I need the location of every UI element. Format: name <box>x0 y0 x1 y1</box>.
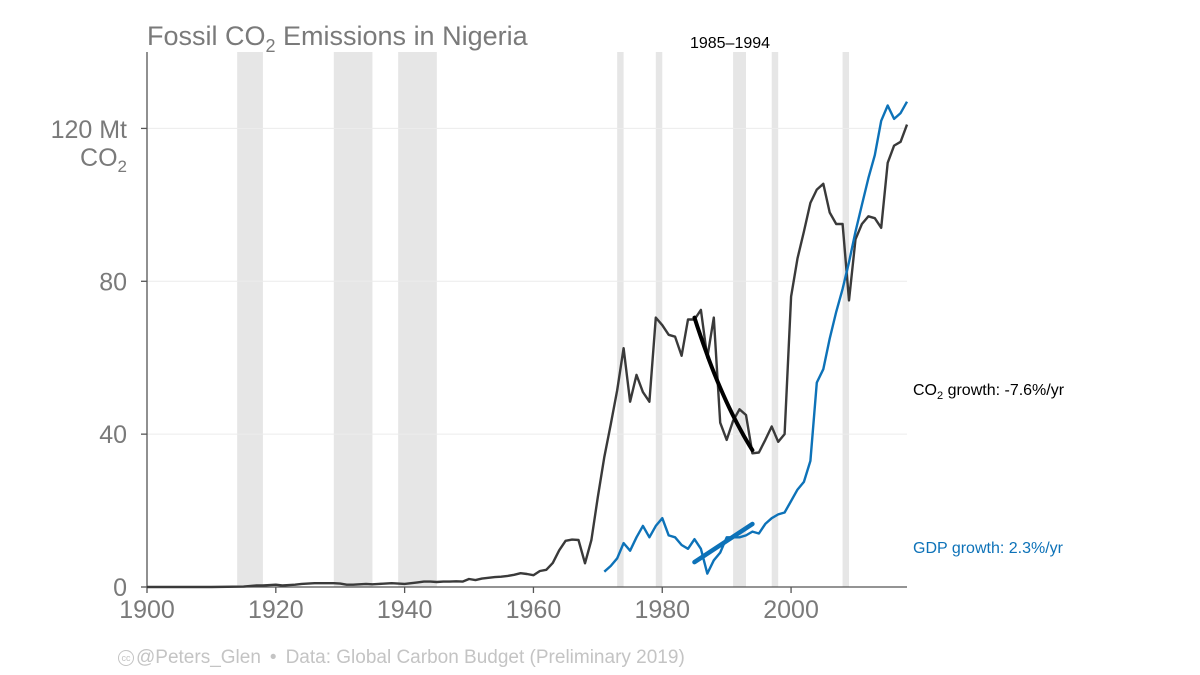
data-source: Data: Global Carbon Budget (Preliminary … <box>285 647 685 668</box>
gdp-trend-line <box>692 521 755 565</box>
recession-band <box>237 52 263 587</box>
recession-band <box>333 52 373 587</box>
co2-emissions-line <box>147 124 909 589</box>
recession-band <box>398 52 437 587</box>
footer-credit: cc @Peters_Glen • Data: Global Carbon Budge… <box>118 647 685 669</box>
recession-band <box>655 52 663 587</box>
x-ticks: 1900 1920 1940 1960 1980 2000 <box>119 587 819 624</box>
recession-band <box>842 52 850 587</box>
y-tick-label: 0 <box>113 574 127 602</box>
trend-lines <box>692 315 755 565</box>
y-tick-label-120: 120 Mt <box>51 116 127 144</box>
co2-trend-line <box>692 315 755 453</box>
x-tick-label: 1940 <box>377 596 433 624</box>
footer-separator: • <box>269 647 277 668</box>
y-axis-unit-label: CO2 <box>80 144 127 176</box>
x-tick-label: 1900 <box>119 596 175 624</box>
x-tick-label: 1980 <box>634 596 690 624</box>
recession-band <box>771 52 779 587</box>
recession-bands <box>237 52 850 587</box>
series-lines <box>147 101 909 589</box>
y-tick-label: 40 <box>99 421 127 449</box>
highlight-period-label: 1985–1994 <box>690 35 770 52</box>
x-tick-label: 1920 <box>248 596 304 624</box>
author-handle[interactable]: @Peters_Glen <box>136 647 261 668</box>
gdp-growth-label: GDP growth: 2.3%/yr <box>913 540 1064 557</box>
x-tick-label: 1960 <box>506 596 562 624</box>
recession-band <box>617 52 624 587</box>
chart-title: Fossil CO2 Emissions in Nigeria <box>147 21 529 56</box>
creative-commons-icon: cc <box>118 650 134 666</box>
gridlines <box>147 127 907 435</box>
x-tick-label: 2000 <box>763 596 819 624</box>
y-tick-label: 80 <box>99 268 127 296</box>
co2-growth-label: CO2 growth: -7.6%/yr <box>913 382 1065 402</box>
gdp-line <box>603 101 909 575</box>
recession-band <box>733 52 746 587</box>
y-ticks: 0 40 80 <box>99 127 147 602</box>
